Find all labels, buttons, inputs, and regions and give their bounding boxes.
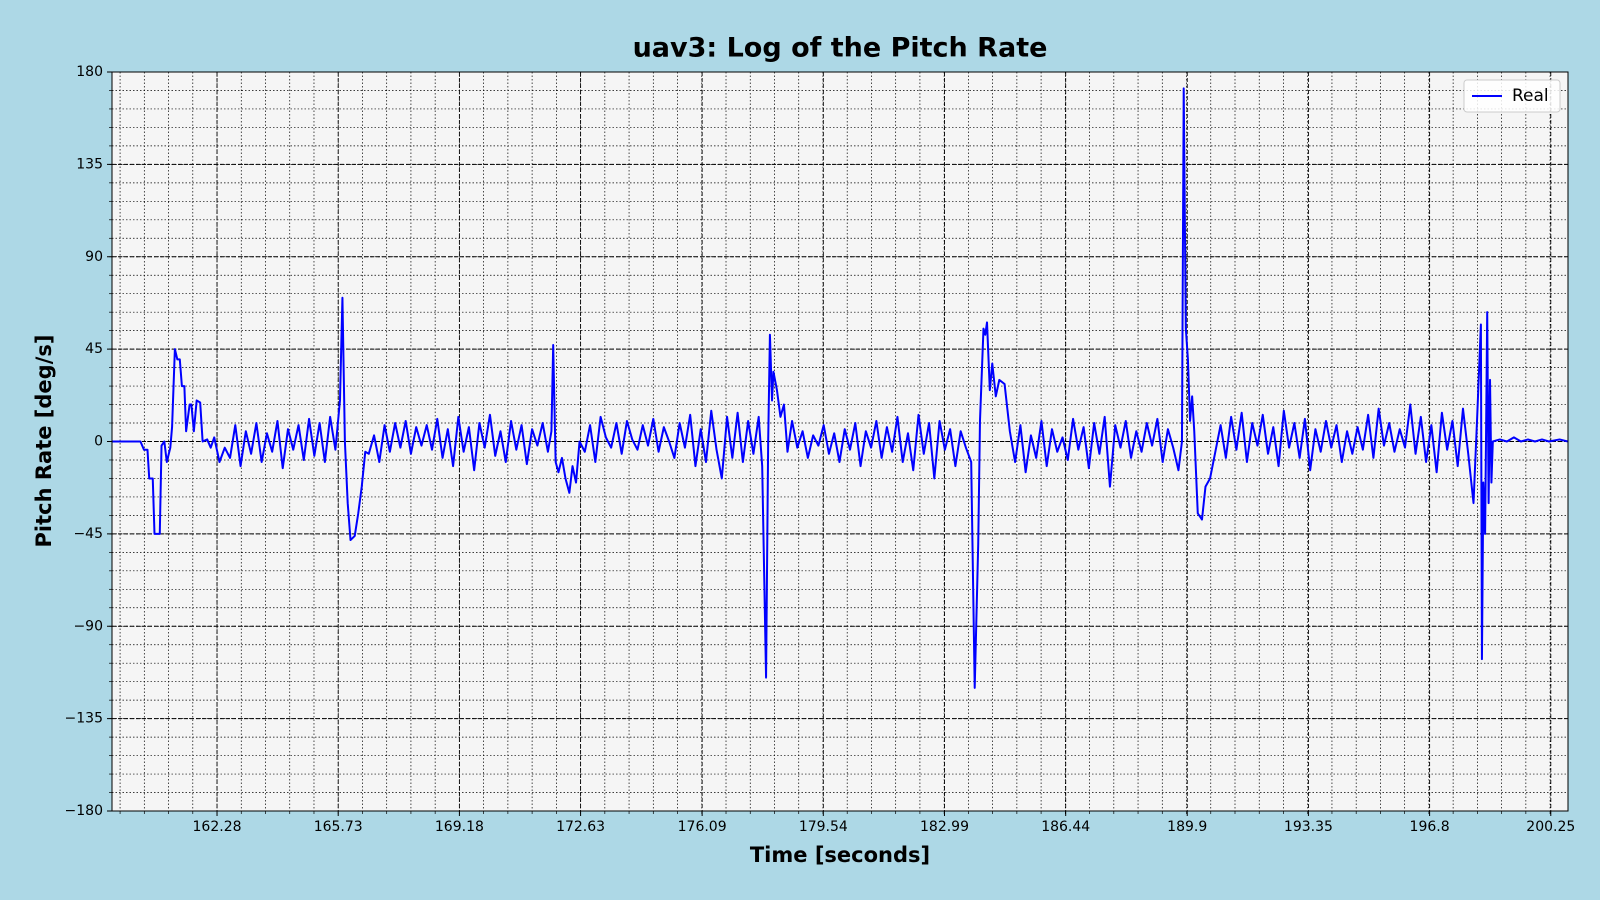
y-tick-label: 180 [76, 64, 103, 80]
y-tick-label: −180 [65, 803, 103, 819]
x-axis-label: Time [seconds] [750, 843, 930, 867]
x-tick-label: 176.09 [678, 819, 727, 835]
y-tick-label: 0 [94, 434, 103, 450]
legend-box [1463, 79, 1561, 113]
x-tick-label: 200.25 [1526, 819, 1575, 835]
x-tick-label: 182.99 [920, 819, 969, 835]
y-tick-label: −90 [73, 618, 103, 634]
y-tick-label: 90 [85, 249, 103, 265]
x-tick-label: 196.8 [1410, 819, 1450, 835]
x-tick-label: 172.63 [556, 819, 605, 835]
y-tick-label: −45 [73, 526, 103, 542]
x-tick-label: 186.44 [1041, 819, 1090, 835]
grid [112, 71, 1568, 812]
axes: 162.28 165.73 169.18 172.63 176.09 179.54 182.… [65, 64, 1576, 835]
y-axis-label: Pitch Rate [deg/s] [32, 335, 56, 548]
legend-label: Real [1512, 86, 1549, 106]
plot-marks [112, 87, 1568, 689]
chart-title: uav3: Log of the Pitch Rate [633, 33, 1048, 64]
y-tick-label: 45 [85, 341, 103, 357]
x-tick-label: 179.54 [799, 819, 848, 835]
y-tick-label: −135 [65, 711, 103, 727]
x-tick-label: 165.73 [314, 819, 363, 835]
legend: Real [1463, 79, 1561, 113]
data-line [112, 87, 1568, 689]
y-tick-label: 135 [76, 156, 103, 172]
x-tick-label: 169.18 [435, 819, 484, 835]
x-tick-label: 189.9 [1167, 819, 1207, 835]
x-tick-label: 162.28 [193, 819, 242, 835]
x-tick-label: 193.35 [1284, 819, 1333, 835]
